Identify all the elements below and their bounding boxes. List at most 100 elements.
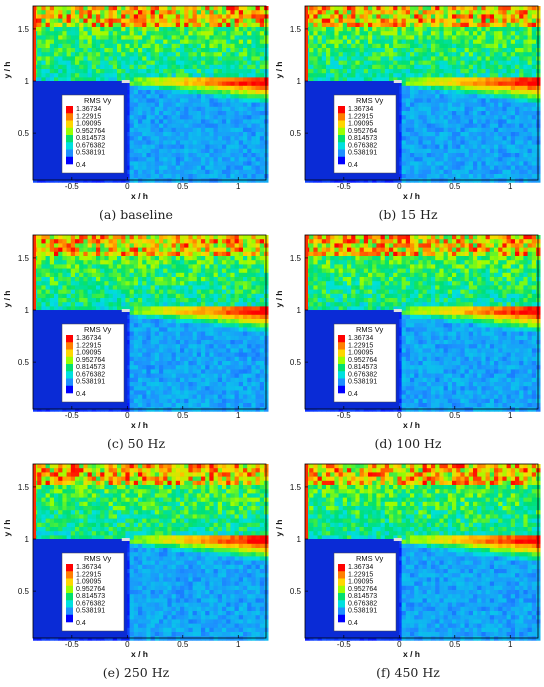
field-cell [201,174,206,179]
field-cell [393,48,398,53]
field-cell [523,132,528,137]
field-cell [414,124,419,129]
field-cell [313,14,318,19]
field-cell [96,19,101,24]
field-cell [201,44,206,49]
field-cell [469,77,474,82]
field-cell [334,69,339,74]
field-cell [247,94,252,99]
field-cell [256,136,261,141]
field-cell [230,86,235,91]
field-cell [330,56,335,61]
field-cell [209,153,214,158]
field-cell [477,10,482,15]
field-cell [351,19,356,24]
field-cell [172,239,177,244]
field-cell [205,19,210,24]
field-cell [222,77,227,82]
field-cell [109,44,114,49]
field-cell [427,77,432,82]
field-cell [502,65,507,70]
field-cell [322,61,327,66]
field-cell [134,166,139,171]
field-cell [486,153,491,158]
field-cell [75,40,80,45]
field-cell [360,56,365,61]
field-cell [326,69,331,74]
field-cell [439,166,444,171]
field-cell [452,27,457,32]
field-cell [176,235,181,240]
field-cell [146,44,151,49]
field-cell [343,10,348,15]
field-cell [159,31,164,36]
field-cell [197,98,202,103]
field-cell [92,40,97,45]
field-cell [402,157,407,162]
field-cell [469,145,474,150]
field-cell [397,10,402,15]
field-cell [197,128,202,133]
field-cell [151,166,156,171]
field-cell [465,157,470,162]
field-cell [138,136,143,141]
field-cell [134,111,139,116]
field-cell [309,69,314,74]
field-cell [159,10,164,15]
field-cell [397,73,402,78]
field-cell [507,157,512,162]
field-cell [393,23,398,28]
field-cell [180,77,185,82]
field-cell [138,31,143,36]
field-cell [251,10,256,15]
field-cell [176,27,181,32]
field-cell [243,161,248,166]
field-cell [251,48,256,53]
field-cell [515,27,520,32]
field-cell [125,40,129,45]
field-cell [511,23,516,28]
field-cell [528,77,533,82]
field-cell [251,149,256,154]
field-cell [235,27,240,32]
field-cell [226,178,231,183]
field-cell [218,52,223,57]
field-cell [360,6,365,11]
field-cell [397,35,402,40]
field-cell [138,10,143,15]
field-cell [256,82,261,87]
legend-tick-label: 0.4 [348,162,358,169]
field-cell [75,248,80,253]
field-cell [431,19,436,24]
field-cell [243,90,248,95]
field-cell [465,77,470,82]
field-cell [243,157,248,162]
field-cell [528,56,533,61]
field-cell [456,136,461,141]
field-cell [460,82,465,87]
field-cell [410,35,415,40]
field-cell [355,23,360,28]
field-cell [490,27,495,32]
field-cell [402,14,407,19]
y-axis-label: y / h [274,61,284,78]
field-cell [431,10,436,15]
field-cell [469,128,474,133]
field-cell [414,107,419,112]
field-cell [172,69,177,74]
field-cell [414,65,419,70]
field-cell [71,48,76,53]
field-cell [75,65,80,70]
field-cell [54,48,59,53]
field-cell [481,69,486,74]
field-cell [519,145,524,150]
field-cell [176,73,181,78]
field-cell [486,56,491,61]
field-cell [364,6,369,11]
field-cell [155,77,160,82]
field-cell [214,115,219,120]
field-cell [477,132,482,137]
field-cell [515,103,520,108]
field-cell [146,56,151,61]
field-cell [92,235,97,240]
